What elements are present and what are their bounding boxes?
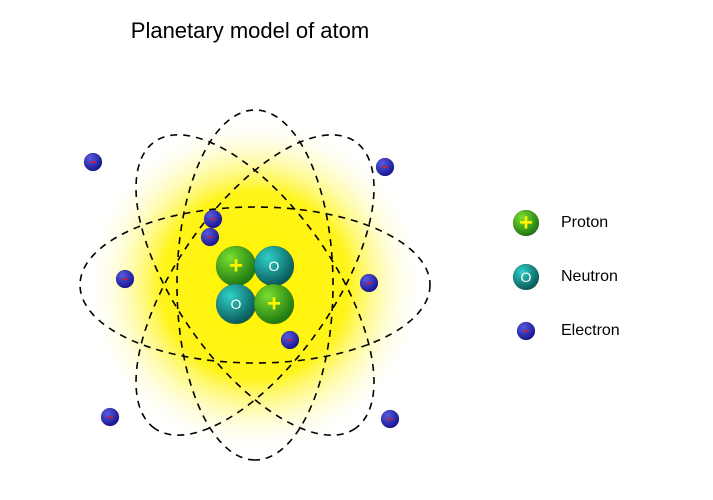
svg-text:−: −: [365, 276, 372, 290]
svg-text:−: −: [381, 160, 388, 174]
svg-text:−: −: [206, 230, 213, 244]
diagram-title: Planetary model of atom: [0, 18, 500, 44]
svg-text:−: −: [209, 212, 216, 226]
svg-text:+: +: [229, 253, 243, 280]
svg-text:+: +: [519, 210, 533, 236]
legend-label: Proton: [561, 214, 608, 232]
svg-text:−: −: [121, 272, 128, 286]
svg-text:−: −: [386, 412, 393, 426]
svg-text:−: −: [89, 155, 96, 169]
svg-text:−: −: [106, 410, 113, 424]
svg-text:O: O: [269, 258, 280, 274]
legend-label: Neutron: [561, 268, 618, 286]
svg-text:O: O: [231, 296, 242, 312]
svg-text:O: O: [521, 269, 532, 285]
svg-text:−: −: [522, 324, 529, 338]
svg-text:+: +: [267, 291, 281, 318]
proton-icon: +: [513, 210, 539, 236]
legend-row-neutron: O Neutron: [513, 264, 683, 290]
legend: + Proton O Neutron − Electron: [513, 210, 683, 372]
legend-row-electron: − Electron: [513, 318, 683, 344]
neutron-icon: O: [513, 264, 539, 290]
legend-label: Electron: [561, 322, 620, 340]
atom-diagram: + O O + − − − − − − − − −: [0, 50, 500, 500]
electron-icon: −: [513, 318, 539, 344]
svg-text:−: −: [286, 333, 293, 347]
legend-row-proton: + Proton: [513, 210, 683, 236]
